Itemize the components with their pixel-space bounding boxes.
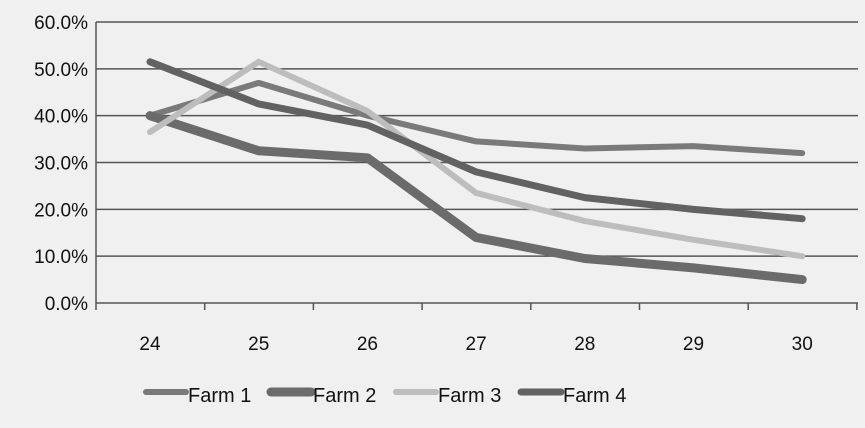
legend-label: Farm 3: [438, 385, 501, 407]
legend-label: Farm 4: [563, 385, 626, 407]
x-tick-label: 25: [248, 334, 269, 355]
series-line-2: [145, 111, 807, 285]
x-tick-label: 27: [466, 334, 487, 355]
x-tick-label: 24: [139, 334, 161, 355]
x-tick-label: 29: [683, 334, 704, 355]
y-tick-label: 50.0%: [34, 60, 88, 81]
y-tick-label: 0.0%: [45, 294, 88, 315]
series-line-4: [146, 58, 806, 223]
series-line-3: [147, 58, 806, 260]
y-tick-label: 20.0%: [34, 200, 88, 221]
y-tick-label: 60.0%: [34, 13, 88, 34]
legend-label: Farm 2: [313, 385, 376, 407]
x-tick-label: 28: [574, 334, 595, 355]
series-line-1: [147, 79, 806, 157]
y-tick-label: 10.0%: [34, 247, 88, 268]
y-tick-label: 30.0%: [34, 154, 88, 175]
x-tick-label: 30: [792, 334, 813, 355]
y-tick-label: 40.0%: [34, 107, 88, 128]
legend-label: Farm 1: [188, 385, 251, 407]
x-tick-label: 26: [357, 334, 378, 355]
